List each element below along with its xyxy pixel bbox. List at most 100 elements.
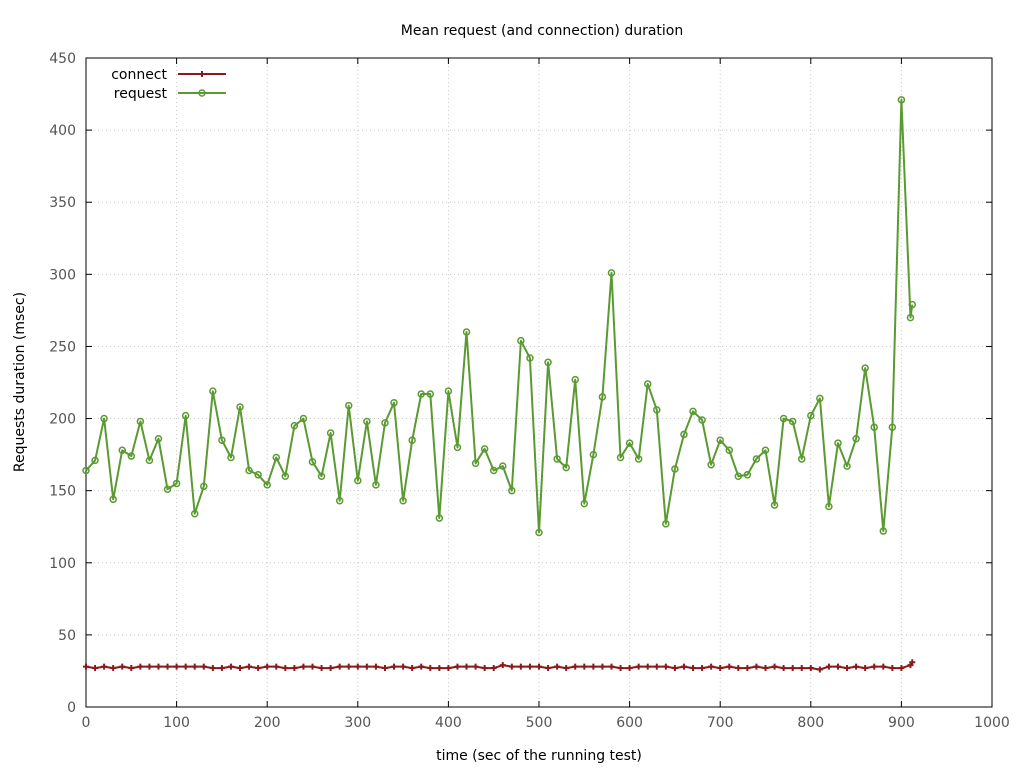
x-axis: 0 100 200 300 400 500 600 700 800 900 1000 bbox=[82, 58, 1010, 731]
data-point-connect bbox=[436, 665, 443, 672]
data-point-request bbox=[154, 434, 163, 443]
data-point-request bbox=[698, 416, 706, 424]
data-point-connect bbox=[816, 666, 823, 673]
data-point-request bbox=[272, 453, 281, 462]
data-point-request bbox=[508, 486, 516, 495]
data-point-request bbox=[462, 328, 471, 336]
data-point-connect bbox=[889, 665, 896, 672]
data-point-connect bbox=[708, 663, 715, 670]
data-point-connect bbox=[844, 665, 851, 672]
data-point-request bbox=[598, 393, 607, 401]
data-point-request bbox=[326, 429, 335, 437]
data-point-request bbox=[870, 423, 878, 431]
data-point-request bbox=[163, 485, 172, 493]
data-point-request bbox=[662, 520, 670, 528]
data-point-connect bbox=[517, 663, 524, 670]
x-tick-label: 400 bbox=[435, 715, 462, 731]
data-point-request bbox=[671, 465, 679, 473]
data-point-connect bbox=[391, 663, 398, 670]
data-point-connect bbox=[526, 663, 533, 670]
data-point-connect bbox=[753, 663, 760, 670]
data-point-request bbox=[643, 380, 652, 388]
data-point-request bbox=[218, 436, 226, 444]
data-point-request bbox=[707, 460, 715, 469]
data-point-request bbox=[897, 96, 906, 104]
data-point-request bbox=[299, 414, 308, 423]
data-point-connect bbox=[173, 663, 180, 670]
data-point-request bbox=[381, 419, 389, 427]
data-point-request bbox=[888, 423, 897, 431]
data-point-request bbox=[399, 497, 407, 505]
data-point-connect bbox=[454, 663, 461, 670]
data-point-connect bbox=[83, 663, 89, 670]
grid-lines bbox=[86, 58, 992, 707]
x-tick-label: 100 bbox=[163, 715, 190, 731]
data-point-request bbox=[344, 401, 353, 410]
data-point-request bbox=[209, 387, 217, 395]
x-tick-label: 900 bbox=[888, 715, 915, 731]
data-point-request bbox=[807, 411, 815, 420]
data-point-request bbox=[118, 446, 126, 455]
y-tick-label: 250 bbox=[49, 339, 76, 355]
data-point-request bbox=[788, 417, 797, 426]
data-point-request bbox=[770, 501, 779, 509]
data-point-request bbox=[426, 390, 435, 398]
data-point-request bbox=[908, 300, 917, 309]
data-point-request bbox=[734, 472, 743, 480]
data-point-connect bbox=[499, 662, 506, 669]
data-point-connect bbox=[662, 663, 669, 670]
data-point-connect bbox=[880, 663, 887, 670]
data-point-request bbox=[580, 499, 589, 508]
data-point-connect bbox=[581, 663, 588, 670]
data-point-request bbox=[616, 453, 625, 462]
data-point-connect bbox=[617, 665, 624, 672]
data-point-connect bbox=[871, 663, 878, 670]
data-point-connect bbox=[744, 665, 751, 672]
data-point-connect bbox=[110, 665, 117, 672]
data-point-request bbox=[843, 462, 851, 470]
data-point-request bbox=[200, 482, 208, 491]
data-point-request bbox=[453, 443, 462, 452]
data-point-connect bbox=[155, 663, 162, 670]
data-point-request bbox=[752, 455, 761, 463]
data-point-connect bbox=[191, 663, 198, 670]
data-point-connect bbox=[853, 663, 860, 670]
data-point-request bbox=[825, 502, 833, 511]
data-point-request bbox=[254, 471, 262, 479]
y-axis-label: Requests duration (msec) bbox=[12, 292, 28, 472]
data-point-request bbox=[535, 528, 543, 537]
data-point-request bbox=[816, 394, 824, 403]
data-point-connect bbox=[381, 665, 388, 672]
data-point-connect bbox=[608, 663, 615, 670]
data-point-connect bbox=[300, 663, 307, 670]
data-point-request bbox=[906, 313, 915, 322]
data-point-request bbox=[417, 390, 425, 398]
data-point-connect bbox=[119, 663, 126, 670]
data-point-request bbox=[100, 414, 108, 423]
data-point-connect bbox=[825, 663, 832, 670]
data-point-request bbox=[363, 417, 371, 426]
data-point-connect bbox=[291, 665, 298, 672]
data-point-request bbox=[562, 463, 570, 472]
y-tick-label: 50 bbox=[58, 628, 76, 644]
data-point-connect bbox=[699, 665, 706, 672]
data-point-connect bbox=[481, 665, 488, 672]
x-tick-label: 500 bbox=[526, 715, 553, 731]
data-point-connect bbox=[798, 665, 805, 672]
data-point-connect bbox=[273, 663, 280, 670]
data-point-request bbox=[489, 466, 498, 475]
legend-label: request bbox=[114, 86, 168, 102]
data-point-request bbox=[136, 417, 145, 426]
x-tick-label: 1000 bbox=[974, 715, 1010, 731]
data-point-connect bbox=[363, 663, 370, 670]
data-point-connect bbox=[635, 663, 642, 670]
data-point-connect bbox=[237, 665, 244, 672]
data-point-request bbox=[625, 439, 634, 447]
x-tick-label: 300 bbox=[344, 715, 371, 731]
data-point-connect bbox=[264, 663, 271, 670]
data-point-connect bbox=[200, 663, 207, 670]
data-point-connect bbox=[690, 665, 697, 672]
x-axis-label: time (sec of the running test) bbox=[436, 748, 642, 764]
data-point-request bbox=[680, 430, 688, 439]
